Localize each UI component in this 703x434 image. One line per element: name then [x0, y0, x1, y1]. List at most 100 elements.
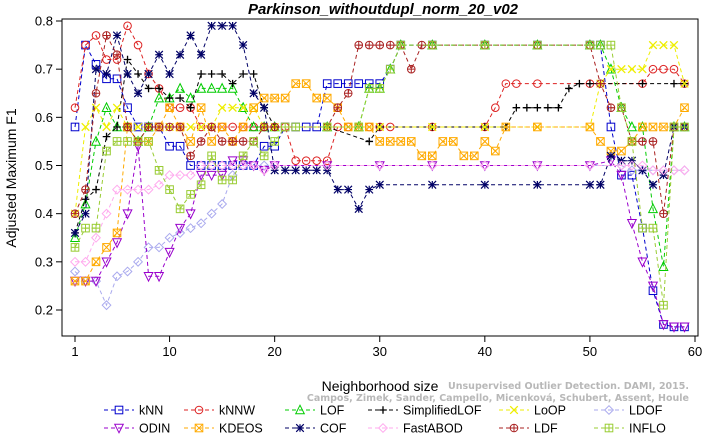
data-point-inflo-15: [228, 175, 237, 185]
data-point-ldf-28: [406, 64, 416, 74]
data-point-cof-7: [144, 69, 153, 79]
data-point-inflo-19: [270, 137, 279, 146]
data-point-knnw-36: [533, 79, 542, 88]
data-point-kdeos-18: [259, 93, 269, 103]
data-point-fastabod-22: [427, 160, 438, 171]
data-point-inflo-16: [238, 151, 248, 161]
legend-marker-knnw: [194, 405, 204, 415]
data-point-kdeos-14: [217, 122, 227, 132]
data-point-inflo-24: [364, 84, 374, 93]
data-point-cof-33: [585, 180, 595, 189]
data-point-knnw-15: [228, 122, 237, 132]
data-point-loop-23: [480, 122, 490, 132]
data-point-kdeos-34: [427, 151, 437, 161]
data-point-ldof-14: [217, 199, 228, 210]
data-point-cof-5: [123, 69, 132, 79]
data-point-ldf-38: [638, 137, 647, 146]
data-point-ldf-12: [196, 137, 206, 146]
data-point-ldf-22: [343, 88, 353, 98]
data-point-loop-15: [228, 103, 237, 112]
x-tick-label-60: 60: [688, 344, 702, 359]
legend-marker-kdeos: [194, 423, 204, 433]
data-point-loop-34: [680, 79, 689, 88]
data-point-ldf-21: [333, 103, 343, 112]
data-point-ldf-13: [207, 122, 216, 132]
data-point-inflo-3: [102, 146, 111, 156]
y-axis-label: Adjusted Maximum F1: [3, 108, 19, 247]
data-point-cof-32: [533, 180, 542, 189]
data-point-fastabod-25: [584, 160, 595, 171]
data-point-ldof-5: [122, 266, 133, 277]
data-point-fastabod-7: [143, 184, 154, 195]
data-point-lof-0: [69, 231, 81, 243]
data-point-kdeos-20: [280, 93, 290, 103]
data-point-knn-18: [259, 141, 269, 151]
data-point-kdeos-3: [102, 243, 111, 252]
data-point-simplifiedlof-7: [144, 84, 153, 93]
data-point-loop-32: [659, 40, 668, 50]
data-point-inflo-12: [196, 180, 206, 190]
legend-label-lof: LOF: [320, 404, 345, 418]
data-point-simplifiedlof-26: [512, 103, 521, 112]
data-point-knn-5: [123, 103, 132, 112]
data-point-ldf-3: [102, 31, 111, 40]
data-point-odin-15: [227, 156, 238, 167]
data-point-loop-33: [669, 40, 679, 50]
y-tick-label-0.6: 0.6: [35, 110, 53, 125]
data-point-loop-30: [638, 64, 647, 74]
data-point-fastabod-0: [69, 256, 81, 267]
y-axis: 0.2 0.3 0.4 0.5 0.6 0.7 0.8: [35, 13, 62, 318]
data-point-simplifiedlof-8: [155, 84, 163, 93]
data-point-cof-22: [301, 166, 311, 175]
data-point-kdeos-31: [396, 137, 406, 146]
data-point-kdeos-33: [417, 151, 427, 161]
data-point-ldof-28: [637, 165, 648, 176]
data-point-inflo-11: [186, 190, 195, 199]
data-point-lof-15: [227, 82, 238, 93]
legend-marker-loop: [509, 405, 519, 415]
data-point-kdeos-30: [385, 137, 395, 146]
data-point-simplifiedlof-5: [123, 55, 132, 64]
data-point-fastabod-19: [269, 160, 280, 171]
data-point-loop-6: [133, 122, 143, 132]
data-point-inflo-17: [249, 137, 258, 146]
data-point-kdeos-49: [648, 122, 658, 132]
legend-label-knnw: kNNW: [219, 404, 255, 418]
data-point-lof-1: [80, 198, 91, 209]
data-point-ldof-27: [626, 165, 637, 176]
data-point-loop-11: [186, 122, 195, 132]
x-axis-label: Neighborhood size: [322, 378, 439, 394]
data-point-fastabod-5: [122, 184, 133, 195]
data-point-ldof-4: [112, 271, 123, 282]
data-point-lof-13: [206, 82, 217, 93]
data-point-ldf-15: [228, 137, 237, 146]
data-point-ldf-23: [354, 40, 364, 50]
data-point-knn-41: [648, 286, 658, 296]
data-point-cof-3: [102, 69, 111, 79]
legend-marker-lof: [294, 404, 306, 415]
data-point-lof-35: [647, 202, 659, 214]
data-point-ldf-14: [217, 137, 227, 146]
data-point-inflo-14: [217, 175, 227, 185]
data-point-cof-4: [112, 31, 122, 40]
data-point-knnw-3: [102, 55, 111, 64]
data-point-fastabod-28: [637, 160, 648, 171]
data-point-knn-10: [175, 141, 185, 151]
legend-item-ldof: LDOF: [594, 404, 663, 418]
data-point-inflo-22: [322, 122, 332, 132]
data-point-inflo-2: [91, 223, 101, 233]
data-point-fastabod-6: [133, 184, 144, 195]
legend-marker-ldf: [509, 423, 519, 433]
data-point-cof-30: [428, 180, 437, 189]
series-line-loop: [74, 44, 685, 214]
data-point-kdeos-44: [596, 137, 605, 146]
data-point-inflo-1: [81, 223, 90, 233]
data-point-inflo-30: [533, 40, 542, 50]
legend-label-ldof: LDOF: [629, 404, 663, 418]
data-point-kdeos-41: [501, 122, 511, 132]
data-point-simplifiedlof-21: [365, 137, 374, 146]
data-point-simplifiedlof-4: [113, 123, 121, 131]
data-point-cof-10: [175, 50, 185, 59]
data-point-simplifiedlof-31: [565, 84, 573, 93]
